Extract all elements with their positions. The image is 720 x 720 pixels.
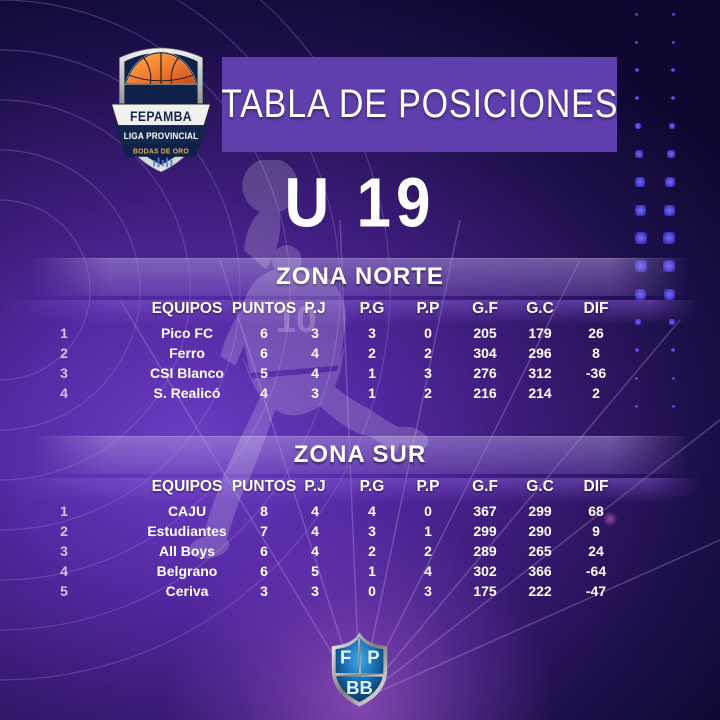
svg-text:BODAS DE ORO: BODAS DE ORO: [133, 146, 189, 155]
svg-text:FEPAMBA: FEPAMBA: [130, 108, 192, 124]
svg-text:P: P: [367, 646, 379, 667]
svg-text:BB: BB: [346, 677, 373, 698]
svg-text:LIGA PROVINCIAL: LIGA PROVINCIAL: [124, 131, 199, 142]
svg-text:10: 10: [276, 298, 317, 340]
svg-text:F: F: [340, 646, 351, 667]
